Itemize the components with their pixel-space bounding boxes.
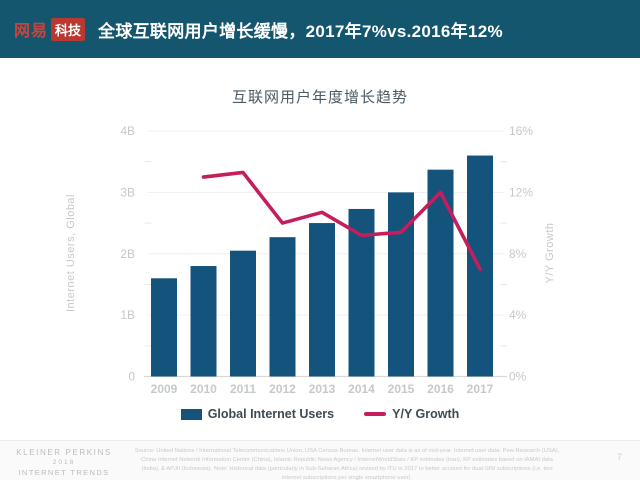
left-tick-label: 4B (120, 124, 135, 138)
growth-line (201, 170, 482, 271)
left-tick-label: 1B (120, 308, 135, 322)
x-tick-label: 2012 (269, 382, 296, 396)
x-tick-label: 2010 (190, 382, 217, 396)
x-tick-label: 2014 (348, 382, 375, 396)
right-tick-label: 16% (509, 124, 533, 138)
bar (427, 169, 454, 377)
source-note: Source: United Nations / International T… (134, 448, 560, 481)
netease-tech-logo: 网易 科技 (14, 17, 86, 41)
logo-sub-badge: 科技 (51, 17, 86, 41)
bar (269, 237, 296, 377)
slide-title: 全球互联网用户增长缓慢，2017年7%vs.2016年12% (98, 21, 503, 41)
line-swatch-icon (364, 412, 387, 416)
right-tick-label: 12% (509, 185, 533, 199)
left-tick-label: 3B (120, 185, 135, 199)
footer-bar: KLEINER PERKINS 2018 INTERNET TRENDS Sou… (0, 440, 640, 481)
bar (388, 192, 414, 377)
legend-label-line: Y/Y Growth (392, 407, 460, 421)
right-axis-title: Y/Y Growth (544, 222, 556, 283)
brand-line-3: INTERNET TRENDS (18, 468, 110, 477)
bar (151, 278, 177, 377)
brand-line-1: KLEINER PERKINS (16, 448, 112, 457)
bar (230, 250, 256, 377)
legend-item-bars: Global Internet Users (180, 407, 335, 421)
chart-title: 互联网用户年度增长趋势 (231, 89, 408, 106)
x-tick-label: 2015 (388, 382, 415, 396)
bar (309, 223, 335, 377)
x-tick-label: 2016 (427, 382, 454, 396)
chart-legend: Global Internet Users Y/Y Growth (0, 407, 640, 421)
bar (190, 266, 217, 377)
left-tick-label: 0 (128, 370, 135, 384)
logo-brand-text: 网易 (14, 23, 49, 40)
kleiner-perkins-brand: KLEINER PERKINS 2018 INTERNET TRENDS (8, 448, 120, 477)
left-tick-label: 2B (120, 247, 135, 261)
x-tick-label: 2009 (151, 382, 178, 396)
header-banner: 网易 科技 全球互联网用户增长缓慢，2017年7%vs.2016年12% (0, 0, 640, 58)
legend-item-line: Y/Y Growth (364, 407, 459, 421)
x-tick-label: 2013 (309, 382, 336, 396)
bar-swatch-icon (180, 408, 202, 420)
left-axis-title: Internet Users, Global (65, 194, 77, 312)
page-number: 7 (616, 452, 622, 462)
brand-line-2: 2018 (52, 459, 76, 466)
x-tick-label: 2011 (230, 382, 256, 396)
legend-label-bars: Global Internet Users (207, 407, 335, 421)
right-tick-label: 0% (509, 370, 527, 384)
x-tick-label: 2017 (467, 382, 494, 396)
right-tick-label: 8% (509, 247, 527, 261)
right-tick-label: 4% (509, 308, 527, 322)
